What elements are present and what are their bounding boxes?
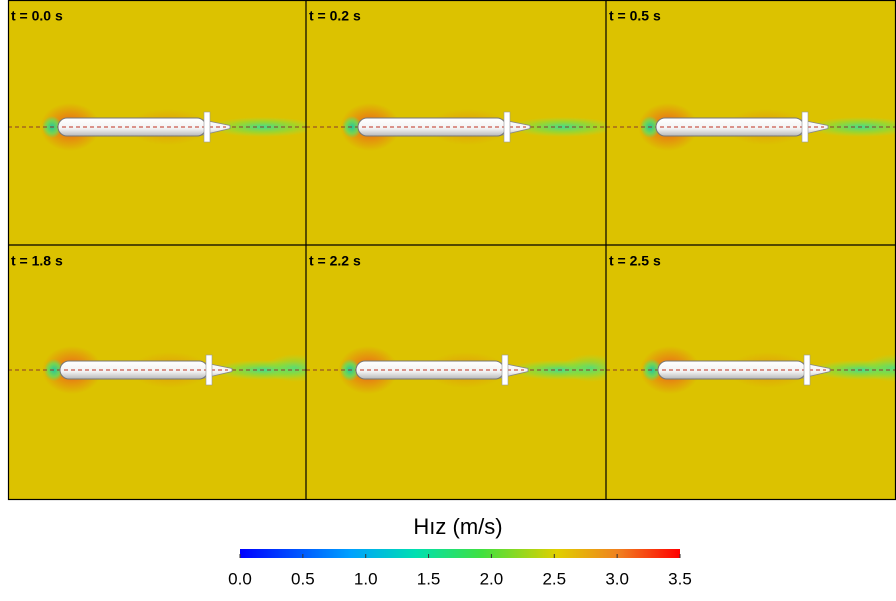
panel-label: t = 1.8 s xyxy=(11,253,63,269)
colorbar-tick-label: 1.0 xyxy=(354,569,378,588)
fin xyxy=(801,111,809,143)
panel-label: t = 2.5 s xyxy=(609,253,661,269)
panel: t = 2.2 s xyxy=(306,245,621,500)
colorbar-ticks: 0.0 0.5 1.0 1.5 2.0 2.5 3.0 3.5 xyxy=(228,554,692,588)
colorbar-title: Hız (m/s) xyxy=(413,514,502,539)
colorbar-tick-label: 0.5 xyxy=(291,569,315,588)
panel-label: t = 0.5 s xyxy=(609,8,661,24)
wake xyxy=(508,117,618,137)
panel: t = 0.0 s xyxy=(8,0,318,245)
colorbar-tick-label: 0.0 xyxy=(228,569,252,588)
colorbar xyxy=(240,549,680,558)
panel: t = 2.5 s xyxy=(606,245,896,500)
colorbar-tick-label: 3.5 xyxy=(668,569,692,588)
wake xyxy=(863,354,896,382)
fin xyxy=(503,111,511,143)
colorbar-tick-label: 3.0 xyxy=(605,569,629,588)
panel: t = 1.8 s xyxy=(8,245,325,500)
colorbar-tick-label: 2.5 xyxy=(542,569,566,588)
colorbar-tick-label: 2.0 xyxy=(480,569,504,588)
fin xyxy=(803,354,811,386)
panel-label: t = 0.2 s xyxy=(309,8,361,24)
fin xyxy=(203,111,211,143)
colorbar-tick-label: 1.5 xyxy=(417,569,441,588)
panel: t = 0.5 s xyxy=(606,0,896,245)
panel-label: t = 2.2 s xyxy=(309,253,361,269)
fin xyxy=(501,354,509,386)
fin xyxy=(205,354,213,386)
panel-grid: t = 0.0 s t = 0.2 s t = 0.5 s t = 1.8 s t = … xyxy=(7,0,896,501)
panel-label: t = 0.0 s xyxy=(11,8,63,24)
panel: t = 0.2 s xyxy=(306,0,618,245)
